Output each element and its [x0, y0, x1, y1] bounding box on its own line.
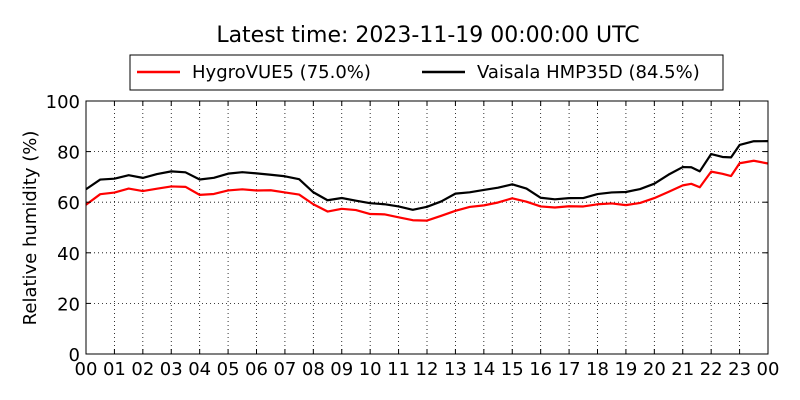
- x-tick-label: 14: [472, 359, 495, 380]
- x-tick-label: 01: [103, 359, 126, 380]
- series-line-1: [85, 140, 769, 211]
- x-tick-label: 03: [160, 359, 183, 380]
- y-tick-label: 100: [46, 92, 80, 113]
- x-tick-label: 07: [273, 359, 296, 380]
- y-tick-label: 0: [69, 345, 80, 366]
- x-tick-label: 20: [643, 359, 666, 380]
- x-tick-label: 00: [75, 359, 98, 380]
- x-tick-label: 23: [728, 359, 751, 380]
- plot-frame: [85, 100, 769, 355]
- x-tick-label: 15: [501, 359, 524, 380]
- x-tick-label: 06: [245, 359, 268, 380]
- y-tick-label: 80: [57, 143, 80, 164]
- x-tick-label: 05: [217, 359, 240, 380]
- y-tick-label: 60: [57, 193, 80, 214]
- series-line-0: [85, 159, 769, 222]
- x-tick-label: 11: [387, 359, 410, 380]
- legend-label-vaisala: Vaisala HMP35D (84.5%): [477, 62, 700, 83]
- series-lines: [85, 140, 769, 222]
- x-tick-label: 00: [757, 359, 780, 380]
- x-tick-label: 17: [558, 359, 581, 380]
- x-tick-label: 12: [416, 359, 439, 380]
- grid: [86, 101, 768, 354]
- x-tick-label: 19: [614, 359, 637, 380]
- x-tick-label: 08: [302, 359, 325, 380]
- x-tick-label: 16: [529, 359, 552, 380]
- x-tick-label: 13: [444, 359, 467, 380]
- axis-ticks: 00 01 02 03 04 05 06 07 08 09 10 11 12 13 14 15 16 17 18 19…: [46, 92, 780, 380]
- x-tick-label: 18: [586, 359, 609, 380]
- x-tick-label: 21: [671, 359, 694, 380]
- chart-title: Latest time: 2023-11-19 00:00:00 UTC: [216, 23, 639, 48]
- y-tick-label: 20: [57, 294, 80, 315]
- y-tick-label: 40: [57, 244, 80, 265]
- legend: HygroVUE5 (75.0%) Vaisala HMP35D (84.5%): [129, 54, 724, 91]
- x-tick-label: 04: [188, 359, 211, 380]
- x-tick-label: 10: [359, 359, 382, 380]
- legend-label-hygrovue5: HygroVUE5 (75.0%): [192, 62, 371, 83]
- x-tick-label: 02: [131, 359, 154, 380]
- y-axis-label: Relative humidity (%): [20, 131, 41, 326]
- x-tick-label: 22: [700, 359, 723, 380]
- x-tick-label: 09: [330, 359, 353, 380]
